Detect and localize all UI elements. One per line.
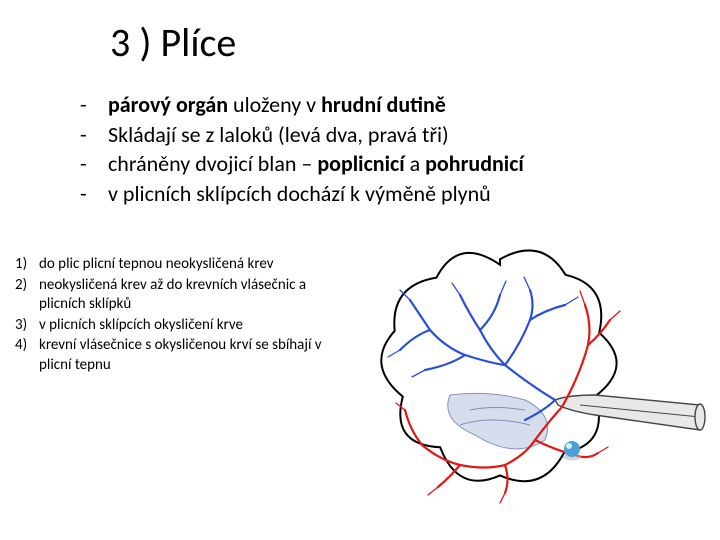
sub-list-row: 3)v plicních sklípcích okysličení krve [15,316,335,336]
main-bullet-row: -chráněny dvojicí blan – poplicnicí a po… [80,149,524,179]
sub-list-row: 4)krevní vlásečnice s okysličenou krví s… [15,336,335,375]
sub-list-number: 4) [15,336,39,375]
bullet-dash: - [80,90,108,120]
slide-title: 3 ) Plíce [110,18,236,67]
main-bullet-row: -Skládají se z laloků (levá dva, pravá t… [80,120,524,150]
sub-list-text: neokysličená krev až do krevních vlásečn… [39,276,335,315]
bullet-text: chráněny dvojicí blan – poplicnicí a poh… [108,149,524,179]
bullet-dash: - [80,149,108,179]
sub-list-row: 2)neokysličená krev až do krevních vláse… [15,276,335,315]
bullet-dash: - [80,120,108,150]
main-bullet-list: -párový orgán uloženy v hrudní dutině-Sk… [80,90,524,209]
main-bullet-row: -párový orgán uloženy v hrudní dutině [80,90,524,120]
numbered-sub-list: 1)do plic plicní tepnou neokysličená kre… [15,255,335,376]
sub-list-number: 1) [15,255,39,275]
sub-list-number: 3) [15,316,39,336]
main-bullet-row: -v plicních sklípcích dochází k výměně p… [80,179,524,209]
sub-list-text: do plic plicní tepnou neokysličená krev [39,255,274,275]
sub-list-number: 2) [15,276,39,315]
alveolus-diagram [330,235,710,525]
bullet-text: Skládají se z laloků (levá dva, pravá tř… [108,120,449,150]
sub-list-text: v plicních sklípcích okysličení krve [39,316,243,336]
sub-list-text: krevní vlásečnice s okysličenou krví se … [39,336,335,375]
bullet-dash: - [80,179,108,209]
bullet-text: v plicních sklípcích dochází k výměně pl… [108,179,491,209]
sub-list-row: 1)do plic plicní tepnou neokysličená kre… [15,255,335,275]
bullet-text: párový orgán uloženy v hrudní dutině [108,90,446,120]
